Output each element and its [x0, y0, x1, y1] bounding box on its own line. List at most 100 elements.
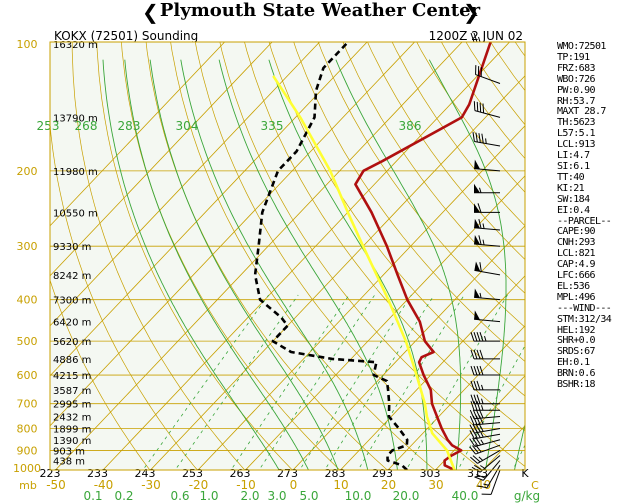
stability-index-line: SHR+0.0: [557, 335, 596, 347]
temperature-tick-label: 40: [476, 478, 491, 492]
barb-flag: [479, 102, 482, 113]
wind-barb: [481, 469, 501, 495]
height-label: 13790 m: [53, 113, 98, 124]
temperature-tick-label: 0: [290, 478, 298, 492]
isotherm-line: [50, 42, 321, 327]
height-label: 903 m: [53, 446, 85, 457]
barb-pennant: [474, 183, 480, 193]
mixing-ratio-label: 2.0: [240, 489, 259, 503]
barb-half-flag: [481, 405, 484, 411]
barb-flag: [475, 409, 481, 419]
stability-index-line: L57:5.1: [557, 128, 596, 140]
stability-index-line: STM:312/34: [557, 313, 612, 325]
barb-flag: [473, 380, 478, 391]
barb-flag: [478, 133, 481, 143]
dry-adiabat-line: [96, 42, 293, 470]
stability-index-line: KI:21: [557, 182, 585, 194]
temperature-tick-label: 10: [333, 478, 348, 492]
mixing-ratio-label: 0.1: [83, 489, 102, 503]
stability-index-line: EI:0.4: [557, 204, 590, 216]
height-label: 11980 m: [53, 167, 98, 178]
stability-index-line: CAPE:90: [557, 226, 596, 238]
barb-half-flag: [481, 384, 484, 391]
isotherm-line: [434, 375, 525, 470]
barb-flag: [473, 394, 478, 404]
barb-half-flag: [481, 398, 484, 404]
temperature-trace: [354, 42, 492, 470]
theta-bottom-label: K: [521, 467, 529, 480]
barb-flag: [469, 446, 476, 455]
theta-top-label: 283: [118, 119, 141, 133]
pressure-label: 800: [17, 423, 38, 436]
wind-barb: [470, 365, 500, 376]
barb-pennant: [474, 261, 481, 272]
isotherm-line: [50, 42, 226, 227]
barb-flag: [472, 445, 479, 454]
y-axis-unit: mb: [19, 479, 37, 492]
temperature-tick-label: -40: [94, 478, 114, 492]
stability-index-line: TT:40: [557, 171, 585, 183]
stability-indices-panel: WMO:72501 TP:191 FRZ:683 WBO:726 PW:0.90 RH:5…: [557, 41, 640, 391]
mixing-ratio-line: [142, 294, 270, 470]
barb-half-flag: [479, 187, 482, 193]
stability-index-line: SRDS:67: [557, 346, 596, 358]
stability-index-line: EH:0.1: [557, 357, 590, 369]
theta-top-label: 268: [75, 119, 98, 133]
mixing-ratio-label: 5.0: [299, 489, 318, 503]
wind-barb: [475, 65, 501, 84]
mixing-ratio-line: [405, 294, 508, 470]
stability-index-line: LCL:821: [557, 248, 596, 260]
mixing-ratio-label: 1.0: [199, 489, 218, 503]
barb-flag: [473, 32, 478, 43]
stability-index-line: TP:191: [557, 51, 590, 63]
theta-bottom-label: 243: [135, 467, 156, 480]
barb-staff: [479, 455, 501, 473]
theta-bottom-label: 283: [325, 467, 346, 480]
stability-index-line: WBO:726: [557, 73, 596, 85]
theta-bottom-label: 253: [182, 467, 203, 480]
mixing-ratio-label: 3.0: [267, 489, 286, 503]
stability-index-line: LI:4.7: [557, 150, 590, 162]
height-label: 3587 m: [53, 386, 91, 397]
pressure-label: 700: [17, 398, 38, 411]
stability-index-line: ---WIND---: [557, 302, 612, 314]
barb-flag: [470, 380, 475, 391]
theta-bottom-label: 293: [372, 467, 393, 480]
wind-barb: [469, 409, 501, 420]
height-label: 4886 m: [53, 355, 91, 366]
wind-barb: [474, 310, 501, 323]
isotherm-line: [50, 42, 416, 427]
height-label: 5620 m: [53, 337, 91, 348]
stability-index-line: TH:5623: [557, 117, 596, 129]
theta-bottom-label: 273: [277, 467, 298, 480]
temperature-tick-label: -50: [46, 478, 66, 492]
mixing-ratio-line: [357, 294, 465, 470]
barb-flag: [481, 133, 484, 144]
barb-flag: [470, 32, 475, 43]
barb-flag: [476, 349, 481, 360]
barb-flag: [479, 349, 484, 360]
dewpoint-trace: [253, 42, 409, 470]
temperature-unit: C: [531, 479, 539, 492]
barb-flag: [477, 203, 482, 213]
barb-flag: [473, 401, 478, 411]
barb-staff: [474, 110, 501, 118]
barb-half-flag: [480, 465, 485, 469]
barb-flag: [470, 394, 475, 404]
barb-half-flag: [478, 36, 481, 43]
sounding-traces: [253, 42, 492, 470]
mixing-ratio-label: 0.2: [114, 489, 133, 503]
barb-flag: [475, 132, 478, 143]
stability-index-line: BRN:0.6: [557, 368, 596, 380]
isotherm-line: [339, 275, 525, 470]
stability-index-line: CNH:293: [557, 237, 596, 249]
barb-flag: [474, 476, 484, 481]
theta-bottom-label: 303: [420, 467, 441, 480]
height-label: 1390 m: [53, 436, 91, 447]
barb-flag: [476, 332, 481, 342]
wind-barb: [470, 401, 500, 411]
plot-frame: [49, 41, 526, 471]
moist-adiabat-line: [149, 59, 339, 470]
dry-adiabat-line: [268, 42, 525, 397]
barb-staff: [474, 416, 501, 420]
